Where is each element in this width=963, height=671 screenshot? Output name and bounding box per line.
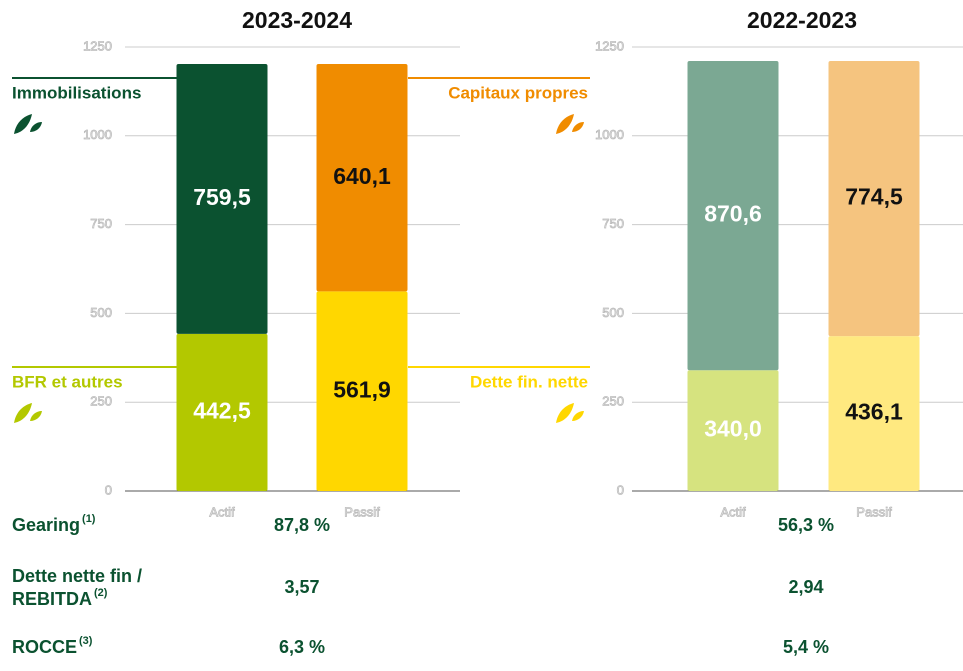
chart-title: 2023-2024 — [242, 7, 352, 33]
y-tick-label: 1000 — [595, 127, 624, 142]
metric-label: Gearing — [12, 515, 80, 535]
value-label: 870,6 — [704, 201, 762, 227]
legend-label: Capitaux propres — [448, 83, 588, 102]
metric-label: ROCCE — [12, 637, 77, 657]
metric-value: 3,57 — [284, 577, 319, 597]
y-tick-label: 500 — [602, 305, 624, 320]
bar-segment — [687, 60, 779, 371]
metric-note: (1) — [82, 513, 96, 525]
y-tick-label: 500 — [90, 305, 112, 320]
metric-value: 56,3 % — [778, 515, 834, 535]
leaf-icon — [556, 114, 574, 134]
y-tick-label: 750 — [602, 216, 624, 231]
metric-value: 6,3 % — [279, 637, 325, 657]
leaf-icon — [572, 411, 584, 421]
x-tick-label: Passif — [856, 504, 892, 519]
bar-segment — [176, 333, 268, 491]
chart-title: 2022-2023 — [747, 7, 857, 33]
leaf-icon — [14, 114, 32, 134]
metric-label: REBITDA — [12, 589, 92, 609]
y-tick-label: 750 — [90, 216, 112, 231]
bar-segment — [176, 64, 268, 334]
y-tick-label: 1000 — [83, 127, 112, 142]
value-label: 442,5 — [193, 397, 251, 423]
leaf-icon — [572, 122, 584, 132]
x-tick-label: Passif — [344, 504, 380, 519]
x-tick-label: Actif — [209, 504, 235, 519]
metric-label: Dette nette fin / — [12, 566, 142, 586]
metric-note: (2) — [94, 587, 108, 599]
value-label: 759,5 — [193, 184, 251, 210]
metric-value: 87,8 % — [274, 515, 330, 535]
y-tick-label: 250 — [90, 394, 112, 409]
bar-segment — [828, 60, 920, 337]
y-tick-label: 1250 — [595, 38, 624, 53]
value-label: 561,9 — [333, 376, 391, 402]
leaf-icon — [14, 403, 32, 423]
y-tick-label: 0 — [617, 482, 624, 497]
metric-value: 5,4 % — [783, 637, 829, 657]
y-tick-label: 250 — [602, 394, 624, 409]
metric-value: 2,94 — [788, 577, 823, 597]
bar-segment — [316, 291, 408, 491]
value-label: 436,1 — [845, 399, 903, 425]
value-label: 774,5 — [845, 184, 903, 210]
y-tick-label: 0 — [105, 482, 112, 497]
bar-segment — [316, 64, 408, 292]
x-tick-label: Actif — [720, 504, 746, 519]
legend-label: Dette fin. nette — [470, 372, 588, 391]
leaf-icon — [30, 411, 42, 421]
value-label: 640,1 — [333, 163, 391, 189]
bar-segment — [828, 336, 920, 491]
legend-label: BFR et autres — [12, 372, 123, 391]
legend-label: Immobilisations — [12, 83, 141, 102]
value-label: 340,0 — [704, 416, 762, 442]
metric-note: (3) — [79, 635, 93, 647]
leaf-icon — [556, 403, 574, 423]
y-tick-label: 1250 — [83, 38, 112, 53]
leaf-icon — [30, 122, 42, 132]
bar-segment — [687, 370, 779, 491]
